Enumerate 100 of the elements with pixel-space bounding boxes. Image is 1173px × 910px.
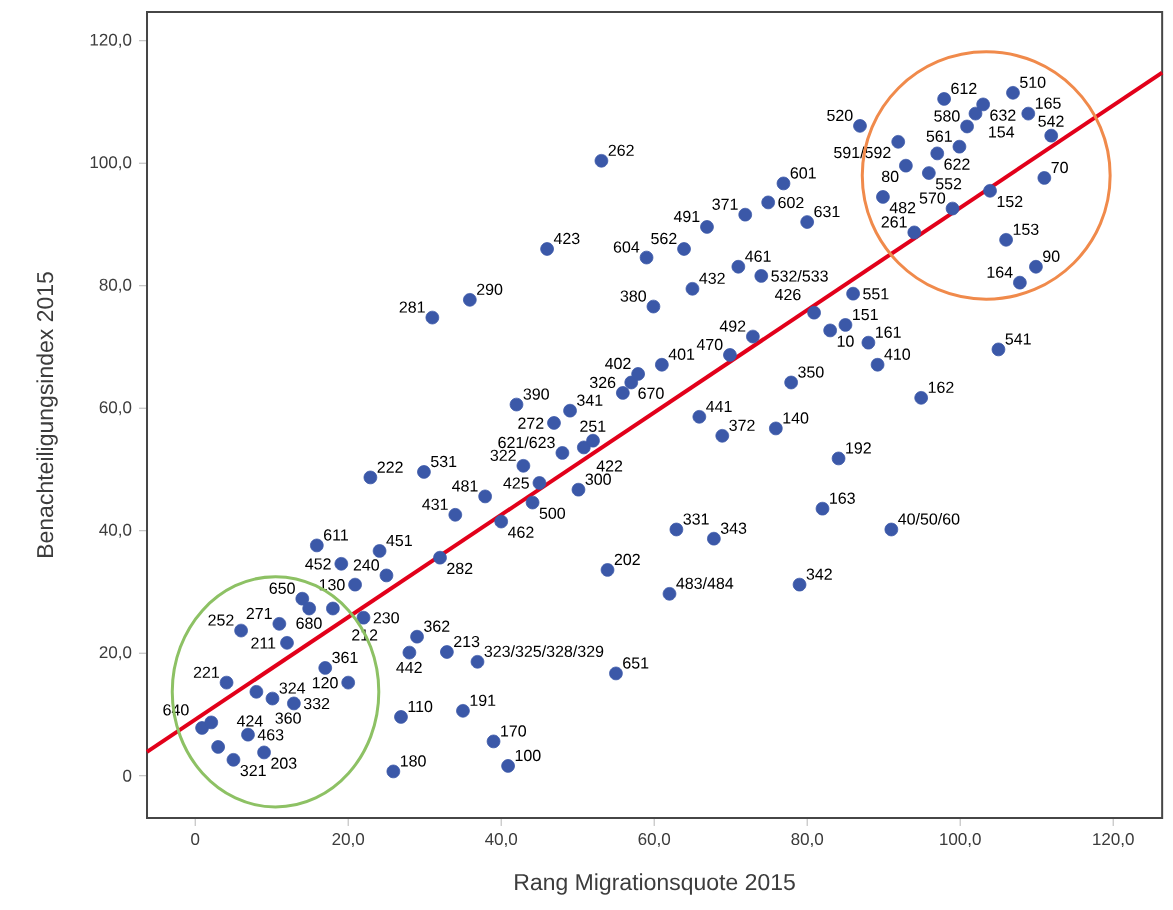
annotation: 140 xyxy=(783,412,809,424)
annotation: 371 xyxy=(712,198,738,210)
annotation: 110 xyxy=(408,700,433,713)
annotation: 154 xyxy=(989,126,1015,138)
annotation: 570 xyxy=(919,192,946,204)
x-axis-title: Rang Migrationsquote 2015 xyxy=(515,873,795,895)
annotation: 481 xyxy=(452,480,478,492)
annotation: 153 xyxy=(1013,223,1039,235)
annotation: 551 xyxy=(863,288,889,300)
annotation: 542 xyxy=(1038,115,1064,127)
y-axis-title: Benachteiligungsindex 2015 xyxy=(36,272,58,557)
annotation: 230 xyxy=(373,612,399,624)
y-tick-label: 40,0 xyxy=(99,523,132,538)
y-tick-label: 80,0 xyxy=(99,278,132,293)
annotation: 120 xyxy=(312,677,338,689)
annotation: 281 xyxy=(399,301,425,313)
annotation: 390 xyxy=(523,388,549,400)
annotation: 423 xyxy=(553,232,580,245)
annotation: 341 xyxy=(577,394,603,406)
annotation: 163 xyxy=(830,492,855,504)
annotation: 532/533 xyxy=(771,269,828,282)
annotation: 491 xyxy=(673,210,700,223)
annotation: 452 xyxy=(305,558,331,570)
annotation: 425 xyxy=(503,477,529,489)
annotation: 650 xyxy=(269,582,295,594)
y-tick-label: 0 xyxy=(123,769,132,782)
annotation: 500 xyxy=(539,507,566,519)
annotation: 90 xyxy=(1043,250,1060,262)
annotation: 326 xyxy=(589,376,616,389)
annotation: 422 xyxy=(596,460,623,472)
annotation: 360 xyxy=(275,712,301,724)
annotation: 463 xyxy=(257,729,284,741)
annotation: 361 xyxy=(332,651,358,664)
annotation: 191 xyxy=(470,694,496,706)
y-tick-label: 60,0 xyxy=(99,401,132,416)
annotation: 461 xyxy=(745,250,771,262)
annotation: 622 xyxy=(944,158,970,170)
annotation: 492 xyxy=(719,320,746,332)
x-tick-label: 40,0 xyxy=(485,833,518,848)
annotation: 552 xyxy=(935,178,962,190)
annotation: 322 xyxy=(490,449,516,461)
annotation: 324 xyxy=(279,682,306,694)
annotation: 431 xyxy=(422,498,448,510)
annotation: 343 xyxy=(720,522,747,534)
annotation: 561 xyxy=(926,130,952,142)
annotation: 562 xyxy=(651,232,677,245)
x-tick-label: 100,0 xyxy=(940,833,981,848)
annotation: 482 xyxy=(889,201,916,214)
annotation: 510 xyxy=(1020,76,1046,88)
annotation: 651 xyxy=(623,657,649,669)
annotation: 531 xyxy=(430,455,457,468)
annotation: 402 xyxy=(605,357,631,370)
annotation: 424 xyxy=(236,715,263,727)
annotation: 202 xyxy=(614,553,640,566)
annotation: 170 xyxy=(501,725,527,737)
annotation: 680 xyxy=(296,617,322,629)
annotation: 541 xyxy=(1005,333,1031,345)
annotation: 332 xyxy=(303,697,330,710)
annotation: 441 xyxy=(706,400,732,412)
annotation: 442 xyxy=(396,661,422,674)
annotation: 282 xyxy=(447,562,473,575)
x-tick-label: 80,0 xyxy=(791,833,824,848)
annotation: 162 xyxy=(928,381,954,394)
x-tick-label: 0 xyxy=(191,833,200,846)
annotation: 222 xyxy=(377,461,403,473)
annotation: 602 xyxy=(778,196,804,209)
annotation: 470 xyxy=(696,338,723,351)
annotation: 612 xyxy=(951,82,977,95)
annotation: 240 xyxy=(353,559,380,571)
annotation: 323/325/328/329 xyxy=(484,645,604,657)
annotation: 451 xyxy=(386,534,412,547)
annotation: 290 xyxy=(477,283,503,296)
annotation: 272 xyxy=(518,417,544,429)
x-tick-label: 120,0 xyxy=(1093,833,1134,848)
annotation: 100 xyxy=(515,749,541,762)
annotation: 192 xyxy=(846,442,871,454)
annotation: 426 xyxy=(774,288,801,301)
annotation: 342 xyxy=(806,568,832,580)
annotation: 520 xyxy=(827,109,853,122)
y-tick-label: 20,0 xyxy=(99,646,132,661)
annotation: 350 xyxy=(798,366,824,378)
annotation: 611 xyxy=(324,529,348,541)
annotation: 580 xyxy=(934,110,960,122)
annotation: 251 xyxy=(580,420,606,432)
annotation: 213 xyxy=(454,635,480,648)
annotation: 380 xyxy=(620,290,647,302)
annotation: 372 xyxy=(729,419,755,431)
annotation: 130 xyxy=(319,579,345,591)
annotation: 80 xyxy=(881,170,899,183)
annotation: 152 xyxy=(997,195,1023,208)
annotation: 670 xyxy=(638,387,664,399)
annotation: 161 xyxy=(876,326,901,338)
annotation: 151 xyxy=(853,308,878,321)
x-tick-label: 60,0 xyxy=(638,833,671,848)
annotation: 621/623 xyxy=(498,436,555,449)
annotation: 401 xyxy=(668,348,695,360)
annotation: 331 xyxy=(683,513,709,525)
y-tick-label: 120,0 xyxy=(90,33,132,48)
annotation: 165 xyxy=(1035,97,1061,109)
annotation: 203 xyxy=(271,757,297,769)
